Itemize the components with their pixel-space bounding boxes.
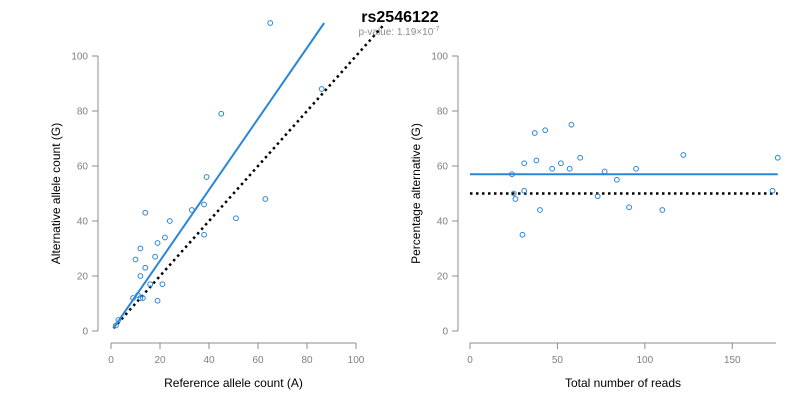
figure-subtitle: p-value: 1.19×10-7 bbox=[358, 26, 439, 38]
data-point bbox=[113, 322, 119, 329]
data-point bbox=[769, 187, 776, 194]
data-point bbox=[659, 207, 666, 213]
x-tick-label: 0 bbox=[467, 355, 473, 366]
data-point bbox=[159, 281, 166, 288]
data-point bbox=[233, 215, 239, 222]
data-point bbox=[137, 295, 144, 301]
subtitle-exponent: -7 bbox=[433, 26, 439, 33]
data-point bbox=[166, 218, 173, 224]
data-point bbox=[130, 295, 136, 301]
data-point bbox=[203, 174, 210, 180]
y-tick-label: 0 bbox=[82, 327, 88, 338]
data-point bbox=[115, 317, 122, 323]
data-point bbox=[774, 154, 781, 161]
data-point bbox=[533, 157, 540, 164]
data-point bbox=[132, 256, 139, 263]
y-tick-label: 100 bbox=[71, 52, 88, 63]
data-point bbox=[142, 264, 149, 271]
x-tick-label: 20 bbox=[154, 355, 166, 366]
x-tick-label: 150 bbox=[724, 355, 741, 366]
x-tick-label: 80 bbox=[301, 355, 313, 366]
x-tick-label: 40 bbox=[203, 355, 215, 366]
y-tick-label: 40 bbox=[437, 217, 449, 228]
y-tick-label: 100 bbox=[431, 52, 448, 63]
data-point bbox=[521, 160, 528, 167]
data-point bbox=[154, 297, 161, 304]
data-point bbox=[318, 86, 325, 92]
reference-line bbox=[112, 24, 384, 330]
data-point bbox=[626, 204, 633, 211]
y-tick-label: 80 bbox=[437, 107, 449, 118]
data-point bbox=[680, 152, 687, 158]
figure-title: rs2546122 bbox=[361, 9, 439, 26]
data-point bbox=[188, 207, 195, 213]
y-tick-label: 40 bbox=[77, 217, 89, 228]
x-tick-label: 100 bbox=[348, 355, 365, 366]
data-point bbox=[162, 234, 168, 241]
data-point bbox=[531, 130, 538, 136]
y-tick-label: 20 bbox=[437, 272, 449, 283]
y-axis-label: Percentage alternative (G) bbox=[409, 123, 423, 264]
data-point bbox=[613, 176, 620, 183]
data-point bbox=[601, 168, 608, 175]
x-tick-label: 0 bbox=[108, 355, 114, 366]
y-tick-label: 0 bbox=[442, 327, 448, 338]
y-tick-label: 60 bbox=[77, 162, 89, 173]
x-tick-label: 60 bbox=[252, 355, 264, 366]
data-point bbox=[519, 231, 526, 238]
data-point bbox=[521, 187, 528, 194]
data-point bbox=[512, 196, 519, 202]
y-tick-label: 60 bbox=[437, 162, 449, 173]
x-tick-label: 50 bbox=[552, 355, 564, 366]
data-point bbox=[577, 154, 584, 161]
right-panel: 0 20 40 60 80 100 0 50 100 150 Total number of rea… bbox=[409, 52, 781, 390]
x-tick-label: 100 bbox=[637, 355, 654, 366]
data-point bbox=[633, 165, 640, 172]
data-point bbox=[568, 121, 575, 128]
subtitle-text: p-value: 1.19×10 bbox=[358, 27, 433, 38]
x-axis-label: Reference allele count (A) bbox=[164, 376, 303, 390]
left-panel: 0 20 40 60 80 100 0 20 40 60 80 100 Reference allele… bbox=[49, 20, 384, 390]
data-point bbox=[137, 245, 144, 252]
data-point bbox=[147, 281, 154, 288]
data-point bbox=[549, 165, 556, 172]
data-point bbox=[542, 127, 549, 134]
data-point bbox=[594, 193, 601, 200]
data-point bbox=[152, 253, 159, 260]
data-point bbox=[537, 207, 543, 213]
data-point bbox=[509, 171, 515, 178]
data-point bbox=[566, 165, 573, 172]
data-point bbox=[139, 295, 146, 301]
y-axis-label: Alternative allele count (G) bbox=[49, 123, 63, 264]
x-axis-label: Total number of reads bbox=[565, 376, 681, 390]
data-point bbox=[154, 240, 161, 246]
data-point bbox=[201, 201, 208, 208]
y-tick-label: 80 bbox=[77, 107, 89, 118]
data-point bbox=[137, 273, 144, 279]
data-point bbox=[201, 231, 208, 238]
data-point bbox=[142, 209, 149, 216]
data-point bbox=[262, 196, 269, 202]
data-point bbox=[558, 160, 564, 167]
y-tick-label: 20 bbox=[77, 272, 89, 283]
fit-line bbox=[112, 22, 325, 329]
data-point bbox=[218, 110, 225, 117]
data-point bbox=[267, 20, 274, 26]
data-point bbox=[510, 190, 517, 197]
